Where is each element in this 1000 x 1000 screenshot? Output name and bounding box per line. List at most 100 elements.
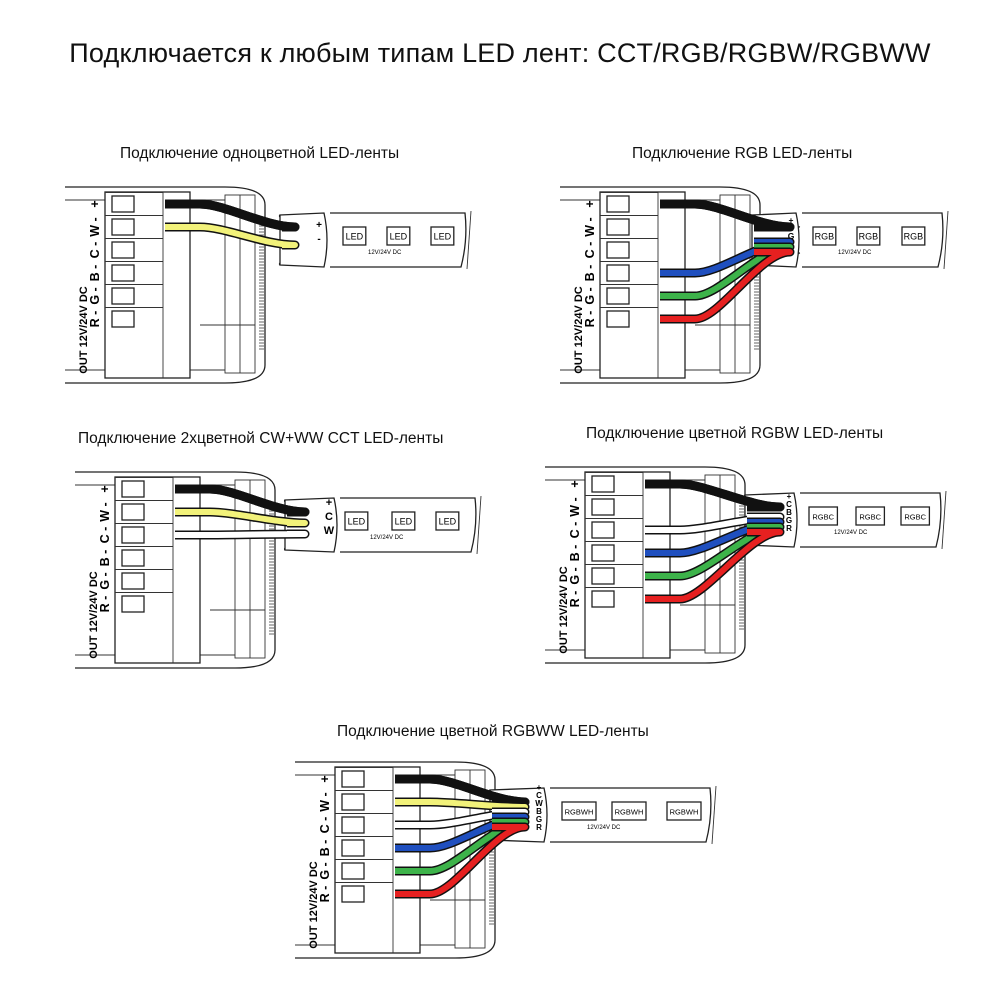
- connector-pin-label: C: [536, 791, 542, 800]
- terminal-label: C -: [88, 242, 102, 259]
- terminal-rgb-3: [606, 264, 630, 282]
- terminal-rgb-5: [606, 310, 630, 328]
- wire-black: [395, 774, 530, 807]
- connector-pin-label: +: [537, 783, 542, 792]
- led-chip: [386, 226, 411, 246]
- controller-rgbw: OUT 12V/24V DC + W - C - B - G - R -: [545, 466, 746, 664]
- wires-rgbw: [645, 479, 785, 604]
- connector-pin-label: G: [788, 231, 795, 241]
- panel-title-single: Подключение одноцветной LED-ленты: [120, 145, 400, 162]
- led-chip: [561, 801, 597, 821]
- terminal-label: B -: [318, 840, 332, 857]
- panel-cct: OUT 12V/24V DC + W - C - B - G - R - LED LED LED 1…: [75, 471, 482, 669]
- terminal-cct-5: [121, 595, 145, 613]
- wire-red: [645, 529, 783, 602]
- led-chip-label: RGBC: [812, 513, 834, 522]
- main-title: Подключается к любым типам LED лент: CCT…: [69, 38, 931, 68]
- controller-voltage-label: OUT 12V/24V DC: [88, 571, 100, 658]
- terminal-label: +: [583, 200, 597, 207]
- strip-voltage: 12V/24V DC: [587, 825, 621, 831]
- terminal-label: B -: [583, 265, 597, 282]
- terminal-rgb-0: [606, 195, 630, 213]
- wire-black: [645, 479, 785, 512]
- terminal-label: +: [318, 775, 332, 782]
- wires-rgbww: [395, 774, 530, 899]
- terminal-cct-4: [121, 572, 145, 590]
- terminal-label: W -: [583, 217, 597, 236]
- connector-pin-label: +: [326, 497, 332, 509]
- terminal-label: G -: [568, 567, 582, 584]
- wire-white: [175, 531, 308, 538]
- terminal-label: G -: [98, 572, 112, 589]
- wires-single: [165, 199, 300, 250]
- wire-black: [165, 199, 300, 232]
- terminal-label: +: [568, 480, 582, 487]
- controller-voltage-label: OUT 12V/24V DC: [573, 286, 585, 373]
- terminal-rgbw-5: [591, 590, 615, 608]
- terminal-single-5: [111, 310, 135, 328]
- connector-pin-label: +: [789, 215, 794, 225]
- terminal-rgbww-1: [341, 793, 365, 811]
- connector-pin-label: C: [325, 511, 333, 523]
- led-chip-label: RGBWH: [565, 808, 594, 817]
- terminal-rgbw-2: [591, 521, 615, 539]
- panel-rgbww: OUT 12V/24V DC+W -C -B -G -R -RGBWH RGBWH…: [295, 761, 717, 959]
- led-chip: [856, 226, 881, 246]
- terminal-label: C -: [568, 522, 582, 539]
- led-strip-single: LED LED LED 12V/24V DC: [330, 210, 472, 270]
- led-chip-label: LED: [434, 232, 452, 242]
- controller-voltage-label: OUT 12V/24V DC: [558, 566, 570, 653]
- panel-title-cct: Подключение 2хцветной CW+WW CCT LED-лент…: [78, 430, 444, 447]
- led-chip-label: RGBWH: [670, 808, 699, 817]
- led-chip-label: LED: [348, 517, 366, 527]
- terminal-rgb-1: [606, 218, 630, 236]
- terminal-rgbw-1: [591, 498, 615, 516]
- wire-blue: [660, 239, 793, 276]
- led-chip-label: RGB: [859, 232, 879, 242]
- terminal-single-0: [111, 195, 135, 213]
- led-strip-rgbww: RGBWH RGBWH RGBWH 12V/24V DC: [550, 785, 717, 845]
- led-chip-label: RGB: [815, 232, 835, 242]
- led-chip-label: LED: [439, 517, 457, 527]
- led-chip: [901, 226, 926, 246]
- connector-pin-label: G: [536, 815, 542, 824]
- wires-rgb: [660, 199, 795, 324]
- connector-pin-label: +: [787, 492, 792, 501]
- led-chip-label: LED: [346, 232, 364, 242]
- panel-title-rgbww: Подключение цветной RGBWW LED-ленты: [337, 723, 649, 740]
- terminal-single-3: [111, 264, 135, 282]
- strip-voltage: 12V/24V DC: [368, 250, 402, 256]
- strip-voltage: 12V/24V DC: [834, 530, 868, 536]
- terminal-label: R -: [568, 591, 582, 608]
- panel-rgb: OUT 12V/24V DC + W - C - B - G - R - RGB RGB RGB 1…: [560, 186, 949, 384]
- connector-pin-label: G: [786, 516, 792, 525]
- wire-red: [395, 824, 528, 897]
- led-chip-label: RGBC: [904, 513, 926, 522]
- terminal-single-1: [111, 218, 135, 236]
- terminal-label: +: [88, 200, 102, 207]
- terminal-rgb-2: [606, 241, 630, 259]
- terminal-label: W -: [318, 792, 332, 811]
- terminal-label: +: [98, 485, 112, 492]
- connector-pin-label: +: [316, 220, 322, 231]
- controller-voltage-label: OUT 12V/24V DC: [308, 861, 320, 948]
- terminal-cct-3: [121, 549, 145, 567]
- wire-black: [175, 484, 310, 517]
- led-strip-cct: LED LED LED 12V/24V DC: [340, 495, 482, 555]
- wire-black: [660, 199, 795, 232]
- terminal-label: R -: [88, 311, 102, 328]
- terminal-rgbw-4: [591, 567, 615, 585]
- terminal-label: C -: [318, 817, 332, 834]
- wire-yellow: [165, 224, 298, 248]
- led-chip-label: LED: [395, 517, 413, 527]
- terminal-label: G -: [318, 862, 332, 879]
- panel-rgbw: OUT 12V/24V DC+W -C -B -G -R -RGBC RGBC RG…: [545, 466, 947, 664]
- terminal-rgbww-2: [341, 816, 365, 834]
- wire-blue: [645, 519, 783, 556]
- terminal-cct-1: [121, 503, 145, 521]
- terminal-single-2: [111, 241, 135, 259]
- led-chip: [344, 511, 369, 531]
- connector-pin-label: -: [317, 234, 320, 245]
- led-chip: [435, 511, 460, 531]
- wire-blue: [395, 814, 528, 851]
